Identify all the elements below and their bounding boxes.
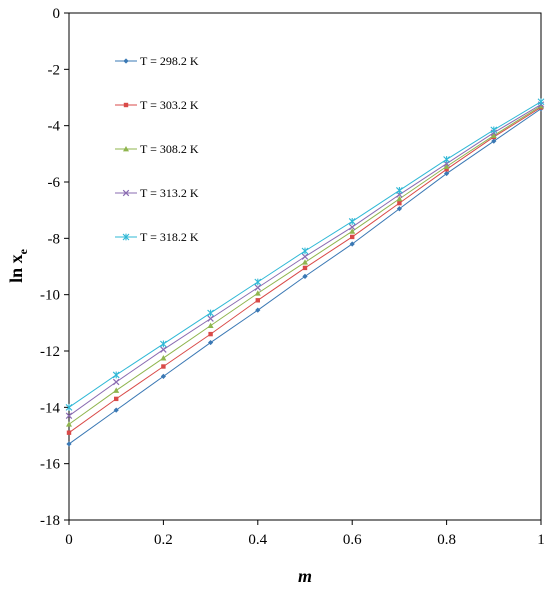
x-tick-label: 0.2 (154, 532, 173, 548)
data-point (490, 132, 497, 138)
data-point (255, 298, 260, 303)
y-tick-label: 0 (53, 6, 61, 22)
data-point (65, 412, 73, 420)
y-tick-label: -4 (48, 119, 61, 135)
y-axis-title-main: ln x (6, 254, 26, 283)
data-point (113, 407, 119, 413)
series-2 (66, 105, 544, 435)
legend-label: T = 313.2 K (140, 186, 199, 200)
data-point (301, 247, 309, 255)
x-tick-label: 0 (65, 532, 73, 548)
data-point (161, 364, 166, 369)
data-point (537, 98, 545, 106)
data-point (349, 241, 355, 247)
data-point (396, 187, 403, 194)
data-point (207, 309, 214, 317)
series-layer (65, 98, 545, 447)
data-point (396, 206, 402, 212)
legend-item: T = 308.2 K (115, 142, 199, 156)
y-tick-label: -6 (48, 175, 61, 191)
legend-label: T = 318.2 K (140, 230, 199, 244)
data-point (112, 378, 120, 386)
x-tick-label: 0.6 (343, 532, 362, 548)
data-point (160, 340, 167, 348)
series-5 (65, 98, 545, 411)
legend-swatch-marker (122, 233, 130, 241)
data-point (114, 396, 119, 402)
x-axis-title: m (298, 566, 312, 586)
x-tick-label: 0.8 (437, 532, 456, 548)
y-tick-label: -16 (40, 457, 60, 473)
legend-swatch-marker (123, 58, 129, 64)
legend-label: T = 298.2 K (140, 54, 199, 68)
legend-swatch-marker (123, 102, 129, 108)
data-point (397, 200, 402, 206)
data-point (396, 195, 403, 202)
legend-swatch-marker (123, 146, 129, 152)
y-tick-label: -8 (48, 231, 61, 247)
data-point (348, 218, 356, 225)
data-point (255, 307, 261, 313)
legend-swatch-marker (122, 189, 130, 197)
data-point (113, 387, 120, 393)
y-axis-title-subscript: e (16, 248, 30, 254)
x-axis: 0 0.2 0.4 0.6 0.8 1 (65, 520, 545, 548)
data-point (538, 102, 544, 109)
data-point (443, 156, 450, 163)
y-tick-label: -10 (40, 288, 60, 304)
data-point (160, 355, 167, 361)
series-3 (66, 102, 544, 427)
legend-item: T = 298.2 K (115, 54, 199, 68)
data-point (443, 163, 450, 169)
data-point (207, 322, 214, 329)
data-point (301, 253, 309, 260)
legend-item: T = 318.2 K (115, 230, 199, 244)
data-point (254, 278, 262, 286)
data-point (65, 403, 73, 411)
x-tick-label: 0.4 (248, 532, 267, 548)
y-axis-title: ln xe (6, 248, 30, 283)
data-point (350, 234, 355, 240)
legend-label: T = 303.2 K (140, 98, 199, 112)
data-point (66, 421, 72, 427)
x-tick-label: 1 (537, 532, 545, 548)
legend: T = 298.2 K T = 303.2 K T = 308.2 K T = 313… (115, 54, 199, 244)
data-point (302, 259, 308, 265)
data-point (254, 284, 262, 291)
data-point (349, 228, 356, 234)
data-point (160, 373, 166, 379)
data-point (66, 430, 72, 435)
legend-item: T = 313.2 K (115, 186, 199, 200)
data-point (490, 126, 498, 134)
data-point (208, 339, 214, 346)
y-tick-label: -18 (40, 513, 60, 529)
y-axis: 0 -2 -4 -6 -8 -10 -12 -14 -16 -18 (40, 6, 69, 529)
y-tick-label: -14 (40, 400, 60, 416)
data-point (207, 315, 214, 322)
data-point (491, 138, 497, 144)
y-tick-label: -2 (48, 62, 61, 78)
data-point (66, 441, 72, 447)
y-tick-label: -12 (40, 344, 60, 360)
data-point (112, 371, 120, 379)
data-point (444, 167, 449, 172)
legend-item: T = 303.2 K (115, 98, 199, 112)
data-point (160, 346, 167, 353)
data-point (208, 331, 213, 337)
data-point (444, 170, 450, 177)
data-point (348, 223, 356, 231)
legend-label: T = 308.2 K (140, 142, 199, 156)
data-point (302, 273, 308, 279)
data-point (302, 265, 308, 271)
data-point (254, 290, 261, 296)
